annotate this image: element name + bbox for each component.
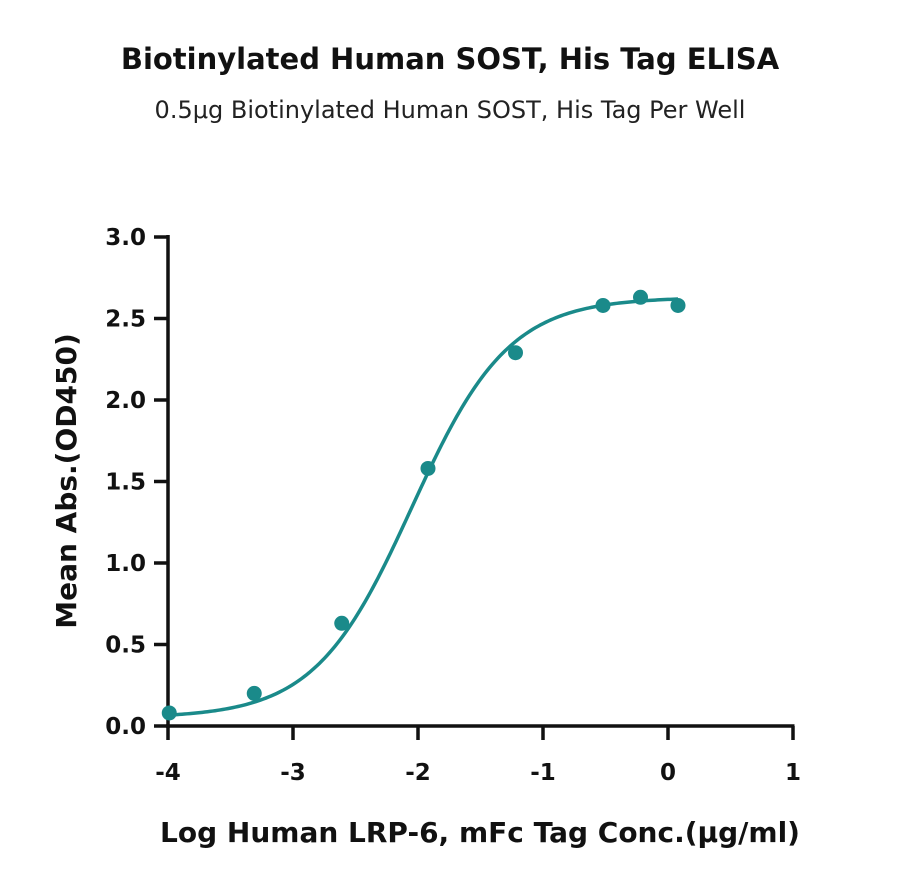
y-tick-label: 0.0 (105, 714, 146, 740)
chart-subtitle: 0.5μg Biotinylated Human SOST, His Tag P… (154, 96, 746, 124)
y-tick-label: 2.5 (105, 307, 146, 333)
data-point (334, 615, 350, 631)
data-point (595, 297, 611, 313)
y-axis-title: Mean Abs.(OD450) (50, 333, 83, 629)
ticks: -4 -3 -2 -1 0 1 0.0 0.5 1.0 1.5 2.0 2.5 3.0 (105, 225, 801, 786)
x-tick-label: -2 (405, 760, 431, 786)
y-tick-label: 1.0 (105, 551, 146, 577)
data-point (161, 705, 177, 721)
x-tick-label: -4 (155, 760, 181, 786)
data-point (246, 685, 262, 701)
fit-curve-layer (169, 297, 679, 717)
x-tick-label: -1 (530, 760, 556, 786)
chart-title: Biotinylated Human SOST, His Tag ELISA (120, 42, 780, 76)
data-points (161, 289, 686, 721)
axes (166, 235, 795, 728)
y-tick-label: 2.0 (105, 388, 146, 414)
y-tick-label: 1.5 (105, 470, 146, 496)
y-tick-label: 3.0 (105, 225, 146, 251)
x-tick-label: 1 (785, 760, 801, 786)
x-axis-title: Log Human LRP-6, mFc Tag Conc.(μg/ml) (160, 816, 800, 849)
fit-curve (169, 297, 679, 717)
x-tick-label: -3 (280, 760, 306, 786)
data-point (508, 345, 523, 361)
data-point (420, 460, 436, 476)
y-tick-label: 0.5 (105, 633, 146, 659)
data-point (633, 289, 648, 305)
data-point (670, 297, 686, 313)
x-tick-label: 0 (660, 760, 676, 786)
